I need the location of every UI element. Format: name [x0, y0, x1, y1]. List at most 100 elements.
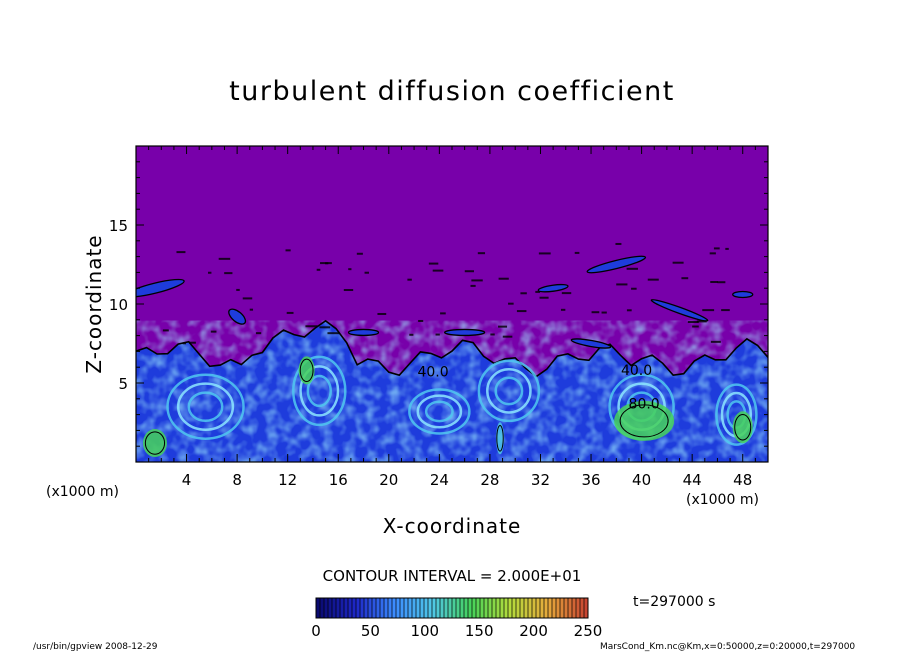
contour-fragment [428, 262, 439, 265]
colorbar-tick-label: 50 [361, 622, 380, 640]
colorbar-cell [424, 598, 429, 618]
contour-fragment [432, 269, 444, 272]
colorbar-cell [400, 598, 405, 618]
contour-fragment [162, 329, 169, 332]
footer-data-source: MarsCond_Km.nc@Km,x=0:50000,z=0:20000,t=… [600, 642, 856, 652]
contour-fragment [508, 302, 514, 305]
colorbar-cell [572, 598, 577, 618]
contour-fragment [176, 251, 186, 254]
colorbar-cell [364, 598, 369, 618]
colorbar-cell [336, 598, 341, 618]
field-group: 40.0 40.0 80.0 [136, 146, 768, 462]
x-tick-label: 48 [733, 471, 752, 489]
colorbar-cell [532, 598, 537, 618]
contour-label: 80.0 [629, 396, 660, 412]
contour-fragment [218, 257, 231, 260]
contour-fragment [182, 342, 187, 345]
contour-fragment [440, 312, 446, 315]
colorbar-tick-label: 100 [410, 622, 439, 640]
x-axis-unit-left: (x1000 m) [46, 484, 119, 500]
eddy-ring [187, 391, 224, 423]
colorbar-cell [392, 598, 397, 618]
contour-fragment [207, 271, 212, 274]
contour-fragment [470, 284, 476, 287]
colorbar-cell [524, 598, 529, 618]
colorbar-cell [576, 598, 581, 618]
colorbar-cell [528, 598, 533, 618]
x-tick-label: 40 [632, 471, 651, 489]
contour-fragment [498, 325, 508, 328]
colorbar-cell [360, 598, 365, 618]
colorbar-cell [496, 598, 501, 618]
contour-fragment [616, 283, 628, 286]
colorbar-cell [428, 598, 433, 618]
colorbar-cell [384, 598, 389, 618]
contour-fragment [210, 330, 217, 333]
colorbar-cell [480, 598, 485, 618]
contour-fragment [242, 297, 253, 300]
contour-fragment [325, 262, 329, 265]
upper-eddy [228, 308, 247, 325]
colorbar-cell [544, 598, 549, 618]
colorbar-cell [492, 598, 497, 618]
contour-fragment [255, 332, 262, 335]
contour-fragment [560, 308, 566, 311]
contour-fragment [702, 309, 715, 312]
x-tick-label: 8 [232, 471, 242, 489]
contour-fragment [236, 288, 240, 291]
upper-eddy [537, 283, 569, 293]
eddy-ring [408, 388, 471, 435]
x-tick-label: 44 [683, 471, 702, 489]
colorbar-cell [440, 598, 445, 618]
time-label: t=297000 s [633, 594, 716, 610]
colorbar-cell [508, 598, 513, 618]
contour-fragment [498, 277, 509, 280]
contour-fragment [343, 289, 354, 292]
colorbar-cell [352, 598, 357, 618]
contour-fragment [407, 278, 412, 281]
contour-fragment [681, 277, 689, 280]
contour-fragment [471, 279, 483, 282]
chart-title: turbulent diffusion coefficient [229, 76, 675, 107]
x-axis-unit-right: (x1000 m) [686, 492, 759, 508]
colorbar-cell [548, 598, 553, 618]
upper-eddy [347, 328, 380, 337]
x-axis-label: X-coordinate [382, 514, 522, 538]
contour-fragment [356, 252, 363, 255]
contour-fragment [224, 272, 233, 275]
contour-fragment [188, 341, 196, 344]
contour-fragment [713, 247, 720, 250]
colorbar-cell [372, 598, 377, 618]
contour-fragment [626, 267, 638, 270]
colorbar-cell [504, 598, 509, 618]
eddy-ring [486, 368, 532, 414]
upper-eddy [136, 278, 185, 298]
patch-contour [734, 413, 752, 441]
contour-fragment [502, 335, 513, 338]
contour-fragment [377, 312, 387, 315]
colorbar-cell [340, 598, 345, 618]
y-tick-label: 15 [109, 217, 128, 235]
x-tick-label: 4 [182, 471, 192, 489]
colorbar-cell [380, 598, 385, 618]
contour-fragment [538, 252, 551, 255]
colorbar-tick-label: 0 [311, 622, 321, 640]
colorbar-cell [452, 598, 457, 618]
colorbar-cell [552, 598, 557, 618]
plot-area: 40.0 40.0 80.0 [136, 146, 768, 462]
upper-eddy [586, 255, 647, 274]
eddy-ring [176, 382, 235, 431]
contour-fragment [535, 290, 541, 293]
eddy-ring [306, 374, 332, 408]
contour-fragment [305, 325, 318, 328]
contour-fragment [477, 252, 486, 255]
upper-eddy [732, 290, 754, 299]
colorbar-cell [468, 598, 473, 618]
contour-fragment [710, 281, 718, 284]
upper-eddy [570, 338, 612, 349]
contour-fragment [319, 326, 331, 329]
contour-fragment [601, 311, 607, 314]
contour-fragment [464, 270, 474, 273]
